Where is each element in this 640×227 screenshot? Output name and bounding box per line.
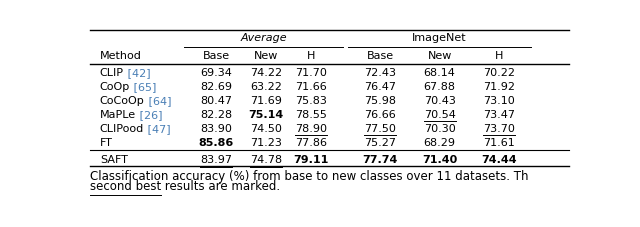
Text: H: H	[307, 51, 315, 61]
Text: 71.66: 71.66	[295, 82, 326, 92]
Text: [42]: [42]	[124, 68, 150, 78]
Text: 77.74: 77.74	[362, 155, 398, 165]
Text: New: New	[428, 51, 452, 61]
Text: CLIPood: CLIPood	[100, 124, 144, 134]
Text: 70.22: 70.22	[483, 68, 515, 78]
Text: 78.55: 78.55	[294, 110, 326, 120]
Text: Average: Average	[240, 33, 287, 43]
Text: 82.28: 82.28	[200, 110, 232, 120]
Text: 73.10: 73.10	[483, 96, 515, 106]
Text: 75.83: 75.83	[294, 96, 326, 106]
Text: 75.98: 75.98	[364, 96, 396, 106]
Text: 74.44: 74.44	[481, 155, 517, 165]
Text: 76.47: 76.47	[364, 82, 396, 92]
Text: 78.90: 78.90	[294, 124, 326, 134]
Text: 77.86: 77.86	[294, 138, 326, 148]
Text: 71.69: 71.69	[250, 96, 282, 106]
Text: 70.54: 70.54	[424, 110, 456, 120]
Text: 75.14: 75.14	[248, 110, 284, 120]
Text: 63.22: 63.22	[250, 82, 282, 92]
Text: FT: FT	[100, 138, 113, 148]
Text: Method: Method	[100, 51, 141, 61]
Text: results are marked.: results are marked.	[161, 180, 280, 193]
Text: 82.69: 82.69	[200, 82, 232, 92]
Text: 83.97: 83.97	[200, 155, 232, 165]
Text: 67.88: 67.88	[424, 82, 456, 92]
Text: 71.40: 71.40	[422, 155, 457, 165]
Text: [65]: [65]	[130, 82, 156, 92]
Text: ImageNet: ImageNet	[412, 33, 467, 43]
Text: Base: Base	[203, 51, 230, 61]
Text: 80.47: 80.47	[200, 96, 232, 106]
Text: 79.11: 79.11	[293, 155, 328, 165]
Text: 74.22: 74.22	[250, 68, 282, 78]
Text: [26]: [26]	[136, 110, 163, 120]
Text: 69.34: 69.34	[200, 68, 232, 78]
Text: 68.14: 68.14	[424, 68, 456, 78]
Text: 72.43: 72.43	[364, 68, 396, 78]
Text: 85.86: 85.86	[199, 138, 234, 148]
Text: CoOp: CoOp	[100, 82, 130, 92]
Text: 68.29: 68.29	[424, 138, 456, 148]
Text: 71.61: 71.61	[483, 138, 515, 148]
Text: 71.70: 71.70	[294, 68, 326, 78]
Text: [64]: [64]	[145, 96, 171, 106]
Text: SAFT: SAFT	[100, 155, 128, 165]
Text: 71.23: 71.23	[250, 138, 282, 148]
Text: 73.47: 73.47	[483, 110, 515, 120]
Text: 76.66: 76.66	[364, 110, 396, 120]
Text: Base: Base	[367, 51, 394, 61]
Text: MaPLe: MaPLe	[100, 110, 136, 120]
Text: 77.50: 77.50	[364, 124, 396, 134]
Text: 73.70: 73.70	[483, 124, 515, 134]
Text: 83.90: 83.90	[200, 124, 232, 134]
Text: Classification accuracy (%) from base to new classes over 11 datasets. Th: Classification accuracy (%) from base to…	[90, 170, 529, 183]
Text: second best: second best	[90, 180, 161, 193]
Text: 71.92: 71.92	[483, 82, 515, 92]
Text: 75.27: 75.27	[364, 138, 396, 148]
Text: 74.78: 74.78	[250, 155, 282, 165]
Text: New: New	[254, 51, 278, 61]
Text: 70.30: 70.30	[424, 124, 456, 134]
Text: 74.50: 74.50	[250, 124, 282, 134]
Text: [47]: [47]	[144, 124, 171, 134]
Text: 70.43: 70.43	[424, 96, 456, 106]
Text: CoCoOp: CoCoOp	[100, 96, 145, 106]
Text: H: H	[495, 51, 503, 61]
Text: CLIP: CLIP	[100, 68, 124, 78]
